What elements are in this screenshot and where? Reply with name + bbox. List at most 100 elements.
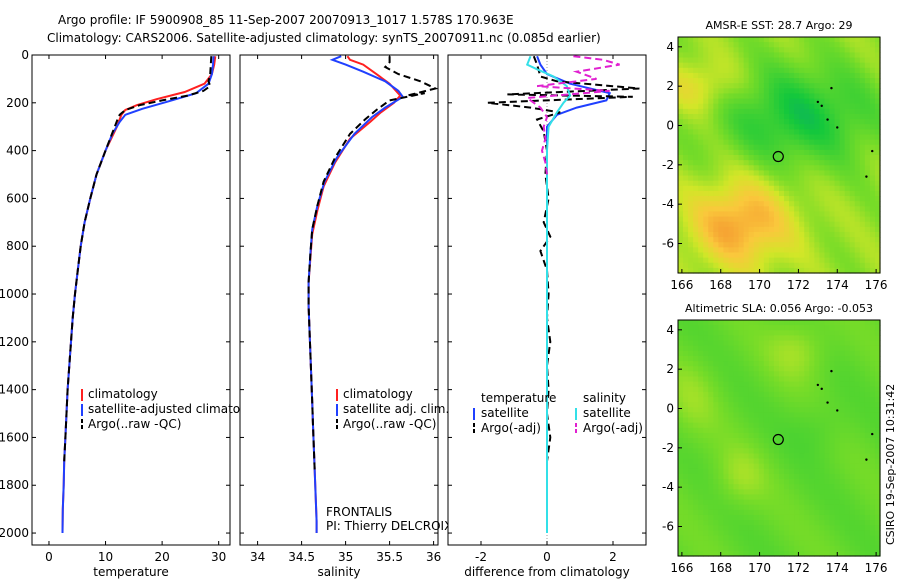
heatmap-cell — [743, 412, 750, 419]
heatmap-cell — [703, 545, 709, 552]
island-dot — [816, 100, 820, 104]
heatmap-cell — [693, 540, 699, 547]
heatmap-cell — [678, 196, 684, 202]
y-tick-label: 200 — [6, 96, 29, 110]
heatmap-cell — [829, 504, 836, 511]
heatmap-cell — [728, 417, 735, 424]
heatmap-cell — [733, 443, 740, 449]
heatmap-cell — [849, 525, 856, 531]
heatmap-cell — [794, 165, 800, 171]
heatmap-cell — [794, 417, 800, 424]
heatmap-cell — [703, 165, 709, 171]
heatmap-cell — [678, 103, 684, 110]
heatmap-cell — [718, 453, 725, 460]
heatmap-cell — [854, 160, 861, 166]
heatmap-cell — [743, 479, 750, 485]
heatmap-cell — [688, 504, 694, 511]
heatmap-cell — [794, 504, 800, 511]
heatmap-cell — [854, 453, 861, 460]
heatmap-cell — [819, 520, 826, 526]
heatmap-cell — [753, 550, 760, 557]
heatmap-cell — [738, 458, 745, 465]
heatmap-cell — [728, 484, 735, 490]
heatmap-cell — [789, 221, 795, 228]
heatmap-cell — [763, 550, 770, 557]
heatmap-cell — [799, 509, 805, 516]
heatmap-cell — [703, 221, 709, 228]
heatmap-cell — [854, 231, 861, 238]
heatmap-cell — [738, 257, 745, 264]
heatmap-cell — [698, 165, 704, 171]
heatmap-cell — [713, 484, 719, 490]
heatmap-cell — [713, 489, 719, 496]
profile-panels: 0 10 20 30020040060080010001200140016001800… — [0, 48, 647, 579]
heatmap-cell — [779, 93, 785, 100]
heatmap-cell — [748, 412, 755, 419]
heatmap-cell — [859, 247, 866, 254]
heatmap-cell — [708, 185, 714, 192]
heatmap-cell — [809, 514, 815, 521]
heatmap-cell — [789, 175, 795, 182]
float-pi: PI: Thierry DELCROIX — [326, 519, 452, 533]
heatmap-cell — [728, 438, 735, 444]
heatmap-cell — [844, 489, 851, 496]
heatmap-cell — [849, 494, 856, 501]
heatmap-cell — [688, 412, 694, 419]
heatmap-cell — [733, 221, 740, 228]
heatmap-cell — [733, 412, 740, 419]
heatmap-cell — [849, 484, 856, 490]
heatmap-cell — [849, 42, 856, 48]
heatmap-cell — [688, 458, 694, 465]
heatmap-cell — [743, 340, 750, 347]
heatmap-cell — [773, 540, 780, 547]
heatmap-cell — [758, 494, 765, 501]
heatmap-cell — [773, 381, 780, 388]
heatmap-cell — [839, 473, 846, 480]
x-tick-label: 174 — [826, 278, 849, 292]
heatmap-cell — [844, 155, 851, 161]
heatmap-cell — [859, 52, 866, 59]
heatmap-cell — [748, 170, 755, 177]
heatmap-cell — [713, 340, 719, 347]
heatmap-cell — [859, 402, 866, 408]
heatmap-cell — [834, 67, 841, 74]
heatmap-cell — [874, 231, 881, 238]
heatmap-cell — [824, 443, 831, 449]
heatmap-cell — [748, 242, 755, 248]
heatmap-cell — [733, 448, 740, 454]
heatmap-cell — [748, 119, 755, 125]
heatmap-cell — [698, 72, 704, 79]
heatmap-cell — [854, 412, 861, 419]
heatmap-cell — [758, 325, 765, 331]
heatmap-cell — [728, 422, 735, 429]
heatmap-cell — [834, 345, 841, 352]
heatmap-cell — [779, 453, 785, 460]
heatmap-cell — [839, 432, 846, 439]
heatmap-cell — [869, 119, 876, 125]
heatmap-cell — [809, 252, 815, 259]
heatmap-cell — [859, 165, 866, 171]
heatmap-cell — [779, 540, 785, 547]
heatmap-cell — [718, 443, 725, 449]
heatmap-cell — [824, 520, 831, 526]
heatmap-cell — [743, 52, 750, 59]
heatmap-cell — [763, 144, 770, 151]
heatmap-cell — [753, 165, 760, 171]
heatmap-cell — [768, 545, 775, 552]
heatmap-cell — [789, 180, 795, 187]
heatmap-cell — [748, 231, 755, 238]
heatmap-cell — [874, 340, 881, 347]
heatmap-cell — [698, 489, 704, 496]
heatmap-cell — [688, 376, 694, 383]
heatmap-cell — [844, 438, 851, 444]
heatmap-cell — [854, 242, 861, 248]
heatmap-cell — [738, 201, 745, 207]
heatmap-cell — [733, 371, 740, 378]
heatmap-cell — [834, 355, 841, 362]
heatmap-cell — [799, 325, 805, 331]
heatmap-cell — [708, 520, 714, 526]
heatmap-cell — [678, 144, 684, 151]
heatmap-cell — [859, 139, 866, 146]
heatmap-cell — [703, 345, 709, 352]
heatmap-cell — [768, 37, 775, 43]
